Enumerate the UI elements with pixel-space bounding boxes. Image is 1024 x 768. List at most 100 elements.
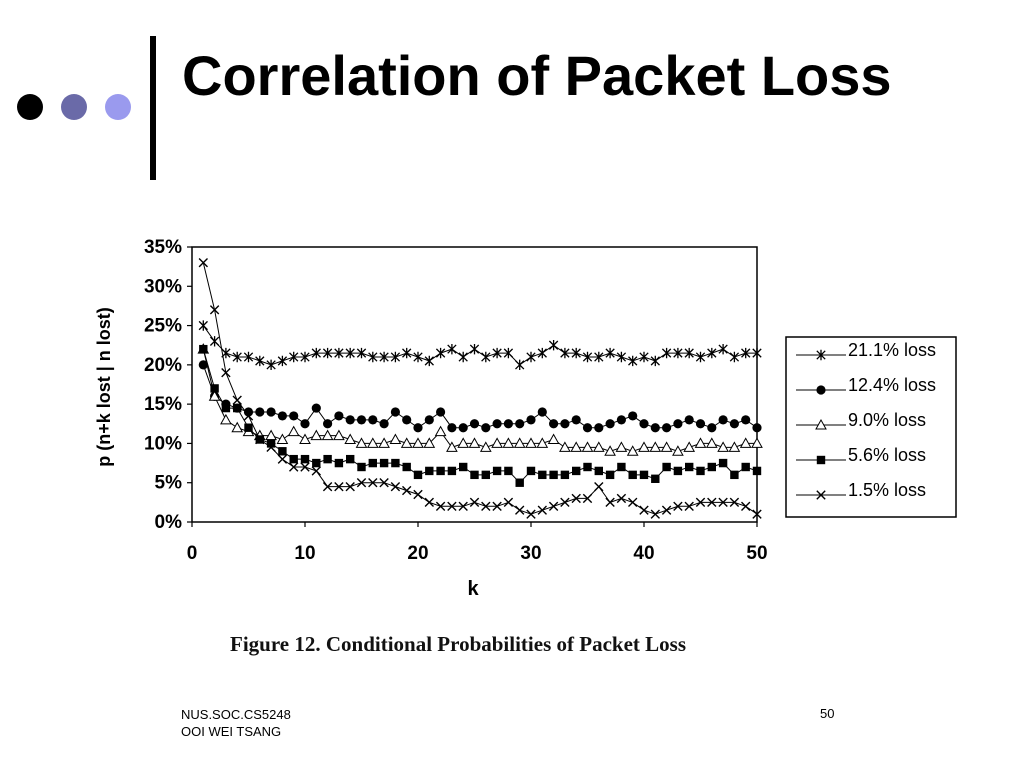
data-point xyxy=(730,470,739,480)
data-point xyxy=(198,258,208,268)
data-point xyxy=(457,437,470,448)
data-point xyxy=(581,441,594,452)
data-point xyxy=(628,470,637,480)
data-point xyxy=(221,403,231,413)
data-point xyxy=(684,501,694,511)
data-point xyxy=(616,351,627,363)
data-point xyxy=(504,466,513,476)
data-point xyxy=(752,466,762,476)
data-point xyxy=(232,395,242,405)
data-point xyxy=(513,437,526,448)
data-point xyxy=(515,505,525,515)
series-9-0-loss xyxy=(197,343,763,456)
series xyxy=(197,258,763,519)
data-point xyxy=(208,390,221,401)
data-point xyxy=(413,470,423,480)
data-point xyxy=(616,415,627,425)
data-point xyxy=(651,474,660,483)
data-point xyxy=(515,478,524,487)
data-point xyxy=(741,462,750,472)
data-point xyxy=(334,481,344,492)
bullet-dot-lavender xyxy=(105,94,131,120)
data-point xyxy=(515,419,525,429)
data-point xyxy=(423,437,436,448)
data-point xyxy=(741,501,751,511)
data-point xyxy=(334,411,344,421)
y-tick-label: 25% xyxy=(144,316,182,337)
data-point xyxy=(402,415,412,425)
data-point xyxy=(673,347,683,359)
data-point xyxy=(660,441,673,452)
title-divider xyxy=(150,36,156,180)
data-point xyxy=(503,497,514,508)
data-point xyxy=(334,347,344,359)
data-point xyxy=(243,351,254,363)
data-point xyxy=(695,419,706,429)
data-point xyxy=(605,497,615,508)
data-point xyxy=(538,470,547,480)
data-point xyxy=(425,466,434,476)
legend-marker xyxy=(816,385,826,395)
data-point xyxy=(378,437,390,448)
data-point xyxy=(277,454,288,464)
data-point xyxy=(739,437,752,448)
data-point xyxy=(673,419,683,429)
data-point xyxy=(481,351,491,363)
data-point xyxy=(638,441,650,452)
data-point xyxy=(391,458,400,468)
data-point xyxy=(447,423,457,433)
bullet-dot-black xyxy=(17,94,43,120)
data-point xyxy=(526,415,536,425)
data-point xyxy=(447,343,457,355)
data-point xyxy=(379,419,389,429)
data-point xyxy=(311,466,321,476)
data-point xyxy=(492,501,502,511)
data-point xyxy=(469,497,480,508)
data-point xyxy=(662,423,672,433)
data-point xyxy=(673,466,683,476)
plot-area-border xyxy=(191,246,758,523)
data-point xyxy=(583,462,592,472)
footer-course: NUS.SOC.CS5248 xyxy=(181,707,291,722)
data-point xyxy=(549,419,559,429)
data-point xyxy=(525,437,537,448)
data-point xyxy=(368,458,377,468)
y-tick-label: 20% xyxy=(144,355,182,376)
series-1-5-loss xyxy=(198,258,762,519)
data-point xyxy=(526,466,536,476)
x-tick-label: 50 xyxy=(746,543,767,564)
data-point xyxy=(639,351,649,363)
data-point xyxy=(321,429,334,441)
legend-box xyxy=(785,336,957,518)
data-point xyxy=(617,462,626,472)
data-point xyxy=(729,351,740,363)
data-point xyxy=(244,423,253,432)
slide-title: Correlation of Packet Loss xyxy=(182,44,892,107)
data-point xyxy=(345,481,355,492)
data-point xyxy=(684,415,694,425)
x-axis-label: k xyxy=(467,578,479,600)
legend-marker xyxy=(816,349,826,361)
data-point xyxy=(289,454,298,464)
data-point xyxy=(379,478,389,488)
data-point xyxy=(289,462,299,472)
data-point xyxy=(356,478,367,488)
data-point xyxy=(560,347,570,359)
data-point xyxy=(470,470,479,480)
data-point xyxy=(560,419,570,429)
footer-author: OOI WEI TSANG xyxy=(181,724,282,739)
data-point xyxy=(628,355,638,367)
y-tick-label: 5% xyxy=(155,473,183,494)
data-point xyxy=(278,447,287,456)
legend-label: 21.1% loss xyxy=(848,340,936,360)
data-point xyxy=(537,407,547,417)
data-point xyxy=(695,351,706,363)
data-point xyxy=(728,441,741,452)
data-point xyxy=(390,407,400,417)
data-point xyxy=(469,419,480,429)
data-point xyxy=(468,437,481,448)
data-point xyxy=(650,355,660,367)
data-point xyxy=(559,441,571,452)
data-point xyxy=(266,439,276,448)
y-tick-label: 10% xyxy=(144,433,182,454)
